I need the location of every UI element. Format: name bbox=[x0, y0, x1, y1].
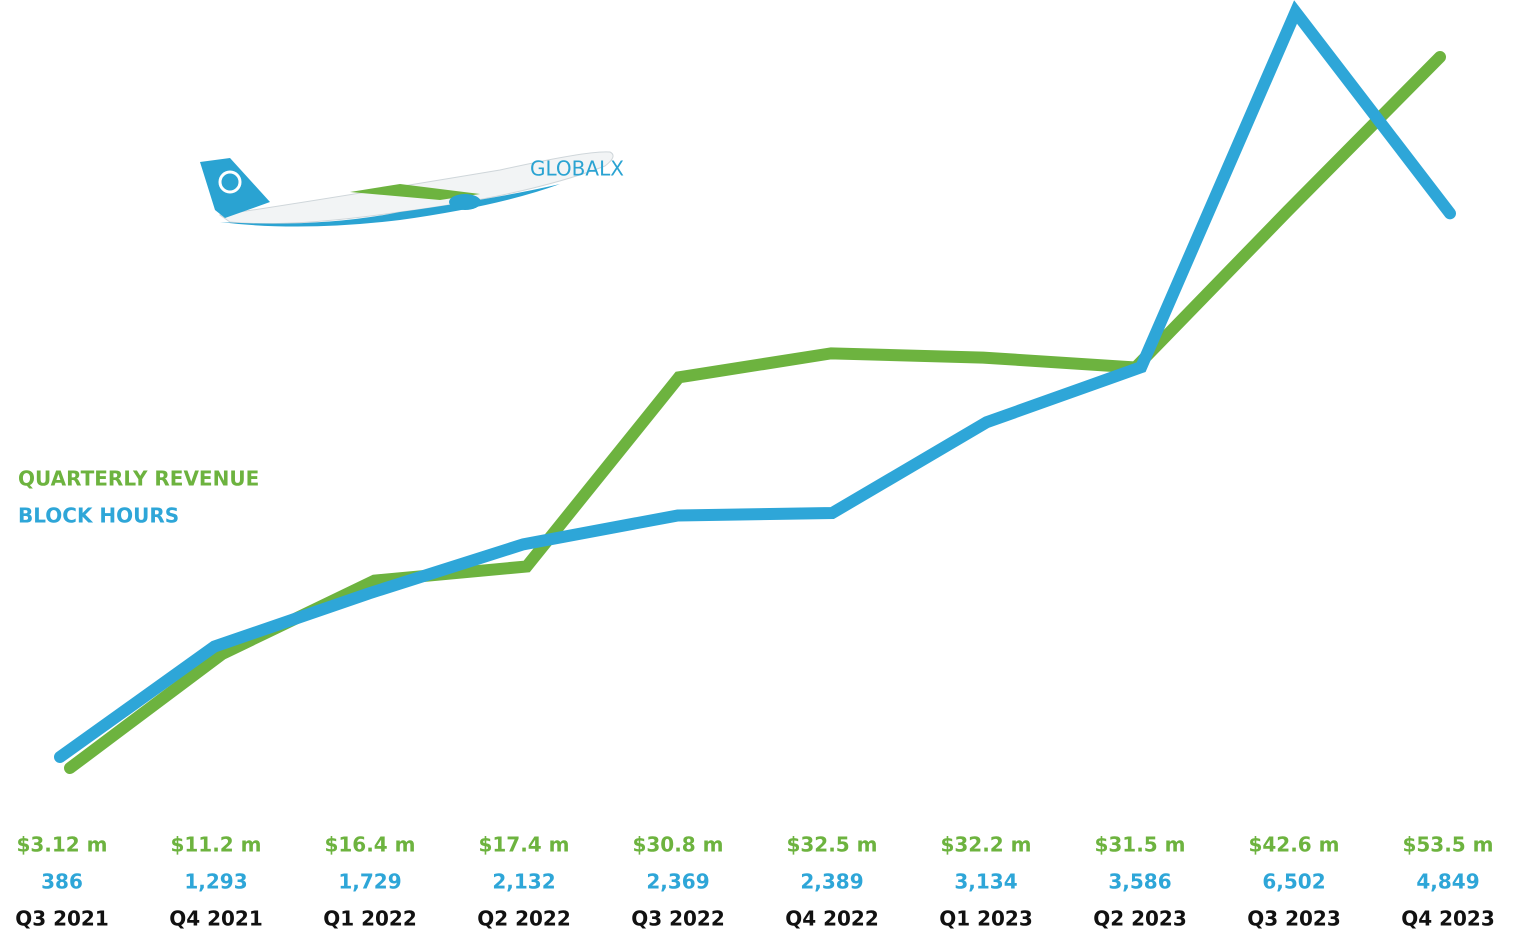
value-label: $32.2 m bbox=[940, 833, 1031, 857]
value-label: 6,502 bbox=[1262, 870, 1325, 894]
value-label: $16.4 m bbox=[324, 833, 415, 857]
x-tick-label: Q4 2021 bbox=[169, 907, 263, 931]
value-label: 4,849 bbox=[1416, 870, 1479, 894]
value-label: 2,132 bbox=[492, 870, 555, 894]
value-label: 3,586 bbox=[1108, 870, 1171, 894]
value-label: $11.2 m bbox=[170, 833, 261, 857]
x-tick-label: Q2 2022 bbox=[477, 907, 571, 931]
x-tick-label: Q2 2023 bbox=[1093, 907, 1187, 931]
value-label: $17.4 m bbox=[478, 833, 569, 857]
livery-text: GLOBALX bbox=[530, 157, 624, 181]
value-label: $42.6 m bbox=[1248, 833, 1339, 857]
value-label: $30.8 m bbox=[632, 833, 723, 857]
x-tick-label: Q3 2021 bbox=[15, 907, 109, 931]
value-label: 2,369 bbox=[646, 870, 709, 894]
value-label: 1,729 bbox=[338, 870, 401, 894]
series-line bbox=[60, 12, 1450, 757]
value-label: 386 bbox=[41, 870, 83, 894]
x-tick-label: Q3 2023 bbox=[1247, 907, 1341, 931]
x-tick-label: Q3 2022 bbox=[631, 907, 725, 931]
x-tick-label: Q4 2022 bbox=[785, 907, 879, 931]
chart: GLOBALX QUARTERLY REVENUE $3.12 m $11.2 m $… bbox=[0, 0, 1514, 936]
value-label: $32.5 m bbox=[786, 833, 877, 857]
value-label: $31.5 m bbox=[1094, 833, 1185, 857]
value-label: 2,389 bbox=[800, 870, 863, 894]
x-tick-label: Q1 2023 bbox=[939, 907, 1033, 931]
airplane-illustration: GLOBALX bbox=[200, 152, 624, 227]
value-label: $3.12 m bbox=[16, 833, 107, 857]
engine bbox=[449, 194, 481, 210]
value-label: $53.5 m bbox=[1402, 833, 1493, 857]
x-tick-label: Q1 2022 bbox=[323, 907, 417, 931]
value-label: 1,293 bbox=[184, 870, 247, 894]
legend-label: BLOCK HOURS bbox=[18, 504, 179, 528]
value-label: 3,134 bbox=[954, 870, 1017, 894]
legend-label: QUARTERLY REVENUE bbox=[18, 467, 259, 491]
x-tick-label: Q4 2023 bbox=[1401, 907, 1495, 931]
page: {"chart_data": {"type": "line", "categor… bbox=[0, 0, 1514, 936]
